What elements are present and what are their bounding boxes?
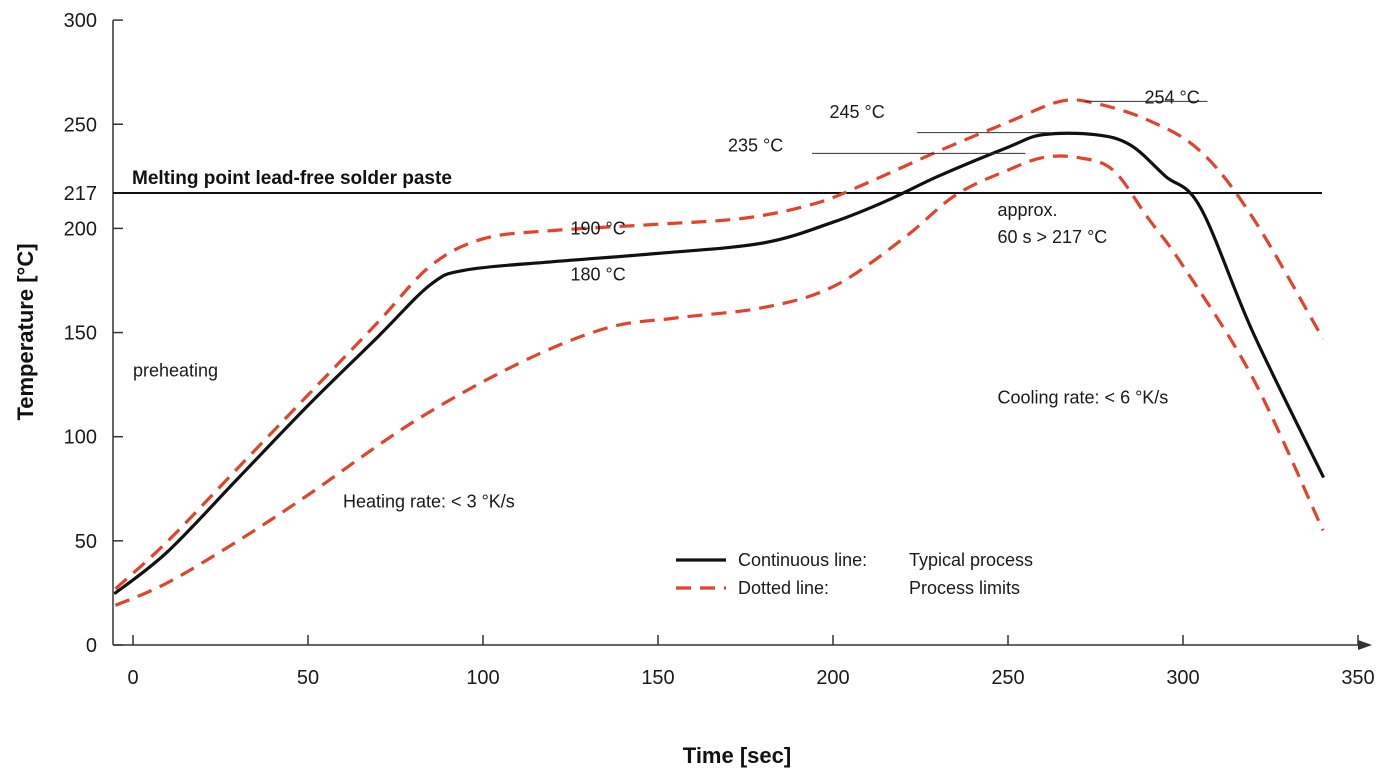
y-tick-label: 250	[64, 114, 97, 136]
x-axis-arrow	[1358, 640, 1372, 650]
annotations-group: 254 °C 245 °C 235 °C 190 °C 180 °C preheating…	[133, 87, 1208, 512]
x-tick-label: 300	[1166, 667, 1199, 689]
x-tick-label: 100	[466, 667, 499, 689]
series-upper-limit	[114, 98, 1325, 590]
legend-desc-limits: Process limits	[909, 578, 1020, 598]
y-tick-label: 0	[86, 635, 97, 657]
annotation-label: 235 °C	[728, 135, 783, 155]
series-lower-limit	[114, 154, 1325, 607]
y-tick-label: 200	[64, 218, 97, 240]
legend: Continuous line: Typical process Dotted li…	[676, 550, 1033, 598]
y-tick-label: 50	[75, 531, 97, 553]
melting-point-label: Melting point lead-free solder paste	[132, 168, 452, 189]
x-tick-label: 150	[641, 667, 674, 689]
x-tick-label: 0	[127, 667, 138, 689]
x-axis-title: Time [sec]	[683, 743, 791, 768]
annotation-label: Cooling rate: < 6 °K/s	[998, 387, 1169, 407]
annotation-label: 190 °C	[571, 219, 626, 239]
legend-desc-typical: Typical process	[909, 550, 1033, 570]
x-tick-label: 50	[297, 667, 319, 689]
y-tick-label: 300	[64, 10, 97, 32]
legend-label-limits: Dotted line:	[738, 578, 829, 598]
y-tick-label: 150	[64, 323, 97, 345]
x-tick-label: 250	[991, 667, 1024, 689]
x-tick-label: 350	[1341, 667, 1374, 689]
annotation-label: 60 s > 217 °C	[998, 227, 1108, 247]
axes: 0 50 100 150 200 217 250 300 0 50 100 150 200 250 300 3…	[64, 10, 1375, 689]
y-tick-label: 217	[64, 183, 97, 205]
annotation-label: 254 °C	[1145, 87, 1200, 107]
y-axis-title: Temperature [°C]	[13, 243, 38, 420]
series-typical	[113, 131, 1325, 595]
annotation-label: preheating	[133, 360, 218, 380]
annotation-label: 180 °C	[571, 264, 626, 284]
y-tick-label: 100	[64, 427, 97, 449]
legend-label-typical: Continuous line:	[738, 550, 867, 570]
annotation-label: 245 °C	[830, 102, 885, 122]
reference-line-group: Melting point lead-free solder paste	[113, 168, 1322, 194]
annotation-label: Heating rate: < 3 °K/s	[343, 492, 515, 512]
x-tick-label: 200	[816, 667, 849, 689]
annotation-label: approx.	[998, 200, 1058, 220]
series-group	[113, 98, 1325, 607]
